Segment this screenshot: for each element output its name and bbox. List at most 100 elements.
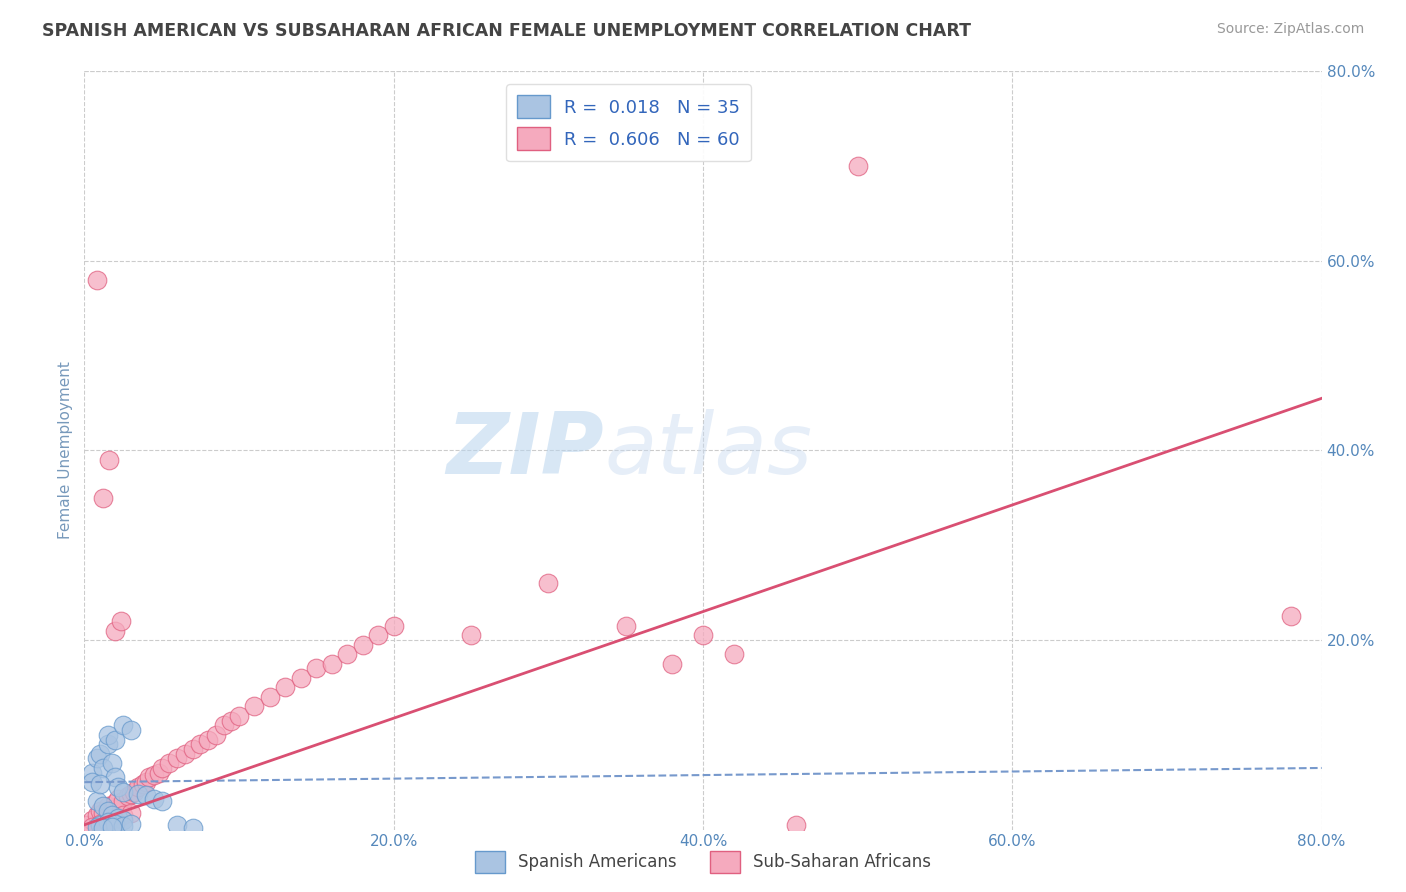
Point bbox=[104, 796, 127, 810]
Point bbox=[305, 661, 328, 675]
Point bbox=[205, 728, 228, 742]
Point bbox=[120, 817, 142, 831]
Point bbox=[112, 794, 135, 808]
Point bbox=[228, 708, 250, 723]
Point bbox=[117, 789, 139, 804]
Point bbox=[82, 813, 104, 827]
Point bbox=[661, 657, 683, 671]
Point bbox=[219, 714, 242, 728]
Point bbox=[91, 821, 114, 835]
Point bbox=[96, 737, 118, 751]
Point bbox=[96, 728, 118, 742]
Text: SPANISH AMERICAN VS SUBSAHARAN AFRICAN FEMALE UNEMPLOYMENT CORRELATION CHART: SPANISH AMERICAN VS SUBSAHARAN AFRICAN F… bbox=[42, 22, 972, 40]
Point bbox=[91, 798, 114, 813]
Point bbox=[112, 813, 135, 827]
Point bbox=[89, 817, 111, 831]
Point bbox=[101, 756, 124, 771]
Point bbox=[785, 818, 807, 832]
Point bbox=[89, 804, 111, 818]
Point bbox=[96, 804, 118, 818]
Point bbox=[120, 723, 142, 737]
Point bbox=[89, 777, 111, 791]
Point bbox=[82, 775, 104, 789]
Point bbox=[132, 777, 155, 791]
Point bbox=[321, 657, 343, 671]
Point bbox=[104, 811, 127, 825]
Point bbox=[82, 820, 104, 834]
Point bbox=[127, 780, 149, 794]
Text: Source: ZipAtlas.com: Source: ZipAtlas.com bbox=[1216, 22, 1364, 37]
Point bbox=[120, 805, 142, 820]
Text: ZIP: ZIP bbox=[446, 409, 605, 492]
Point bbox=[166, 751, 188, 765]
Point bbox=[174, 747, 197, 761]
Point bbox=[91, 761, 114, 775]
Legend: Spanish Americans, Sub-Saharan Africans: Spanish Americans, Sub-Saharan Africans bbox=[468, 845, 938, 880]
Point bbox=[86, 808, 108, 822]
Point bbox=[107, 811, 129, 825]
Point bbox=[112, 718, 135, 732]
Point bbox=[86, 751, 108, 765]
Point bbox=[352, 638, 374, 652]
Point bbox=[76, 818, 98, 832]
Point bbox=[382, 619, 405, 633]
Point bbox=[150, 794, 173, 808]
Point bbox=[86, 794, 108, 808]
Point bbox=[104, 732, 127, 747]
Point bbox=[537, 576, 560, 591]
Point bbox=[692, 628, 714, 642]
Point bbox=[98, 453, 121, 467]
Point bbox=[290, 671, 312, 685]
Point bbox=[104, 817, 127, 831]
Point bbox=[243, 699, 266, 714]
Point bbox=[86, 820, 108, 834]
Point bbox=[135, 775, 157, 789]
Point bbox=[110, 614, 132, 628]
Point bbox=[212, 718, 235, 732]
Point bbox=[107, 780, 129, 794]
Point bbox=[846, 159, 869, 173]
Point bbox=[112, 785, 135, 799]
Point bbox=[120, 787, 142, 801]
Point bbox=[259, 690, 281, 704]
Point bbox=[181, 742, 204, 756]
Point bbox=[150, 761, 173, 775]
Point bbox=[82, 765, 104, 780]
Legend: R =  0.018   N = 35, R =  0.606   N = 60: R = 0.018 N = 35, R = 0.606 N = 60 bbox=[506, 84, 751, 161]
Point bbox=[336, 647, 359, 661]
Point bbox=[89, 747, 111, 761]
Point bbox=[367, 628, 389, 642]
Point bbox=[96, 815, 118, 830]
Point bbox=[101, 808, 124, 822]
Point bbox=[159, 756, 180, 771]
Point bbox=[122, 785, 145, 799]
Point bbox=[188, 737, 211, 751]
Point bbox=[723, 647, 745, 661]
Point bbox=[107, 792, 129, 806]
Point bbox=[104, 624, 127, 638]
Point bbox=[148, 765, 170, 780]
Point bbox=[1279, 609, 1302, 624]
Point bbox=[143, 767, 166, 781]
Point bbox=[96, 798, 118, 813]
Point bbox=[135, 789, 157, 803]
Point bbox=[104, 771, 127, 785]
Point bbox=[101, 802, 124, 816]
Point bbox=[89, 818, 111, 832]
Text: atlas: atlas bbox=[605, 409, 813, 492]
Point bbox=[274, 681, 297, 695]
Point bbox=[91, 491, 114, 505]
Point bbox=[112, 819, 135, 833]
Y-axis label: Female Unemployment: Female Unemployment bbox=[58, 361, 73, 540]
Point bbox=[91, 805, 114, 820]
Point bbox=[96, 815, 118, 830]
Point bbox=[138, 771, 160, 785]
Point bbox=[460, 628, 482, 642]
Point bbox=[86, 273, 108, 287]
Point bbox=[127, 787, 149, 801]
Point bbox=[143, 792, 166, 806]
Point bbox=[112, 808, 135, 822]
Point bbox=[101, 820, 124, 834]
Point bbox=[181, 821, 204, 835]
Point bbox=[166, 818, 188, 832]
